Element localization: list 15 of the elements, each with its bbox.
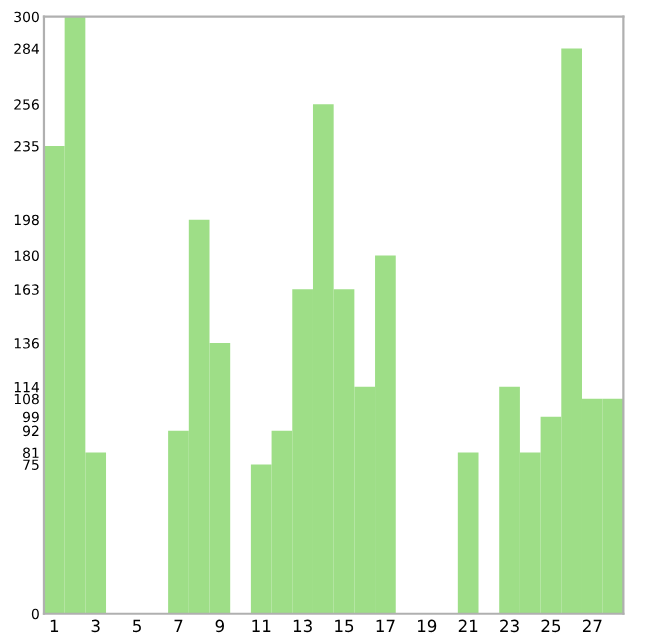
x-tick-label: 3	[91, 619, 100, 633]
x-tick-label: 13	[293, 619, 312, 633]
x-tick-label: 21	[458, 619, 478, 632]
x-tick-label: 19	[418, 619, 437, 633]
x-tick-label: 17	[376, 619, 395, 632]
x-tick-label: 7	[174, 619, 183, 632]
x-tick-label: 25	[541, 619, 561, 633]
x-tick-label: 23	[500, 619, 519, 633]
x-tick-label: 27	[582, 619, 602, 632]
x-tick-label: 5	[133, 619, 141, 633]
x-tick-label: 9	[215, 619, 224, 633]
x-tick-label: 11	[252, 619, 271, 632]
x-tick-label: 15	[335, 619, 354, 633]
bar	[457, 452, 479, 614]
x-tick-label: 1	[50, 619, 59, 632]
